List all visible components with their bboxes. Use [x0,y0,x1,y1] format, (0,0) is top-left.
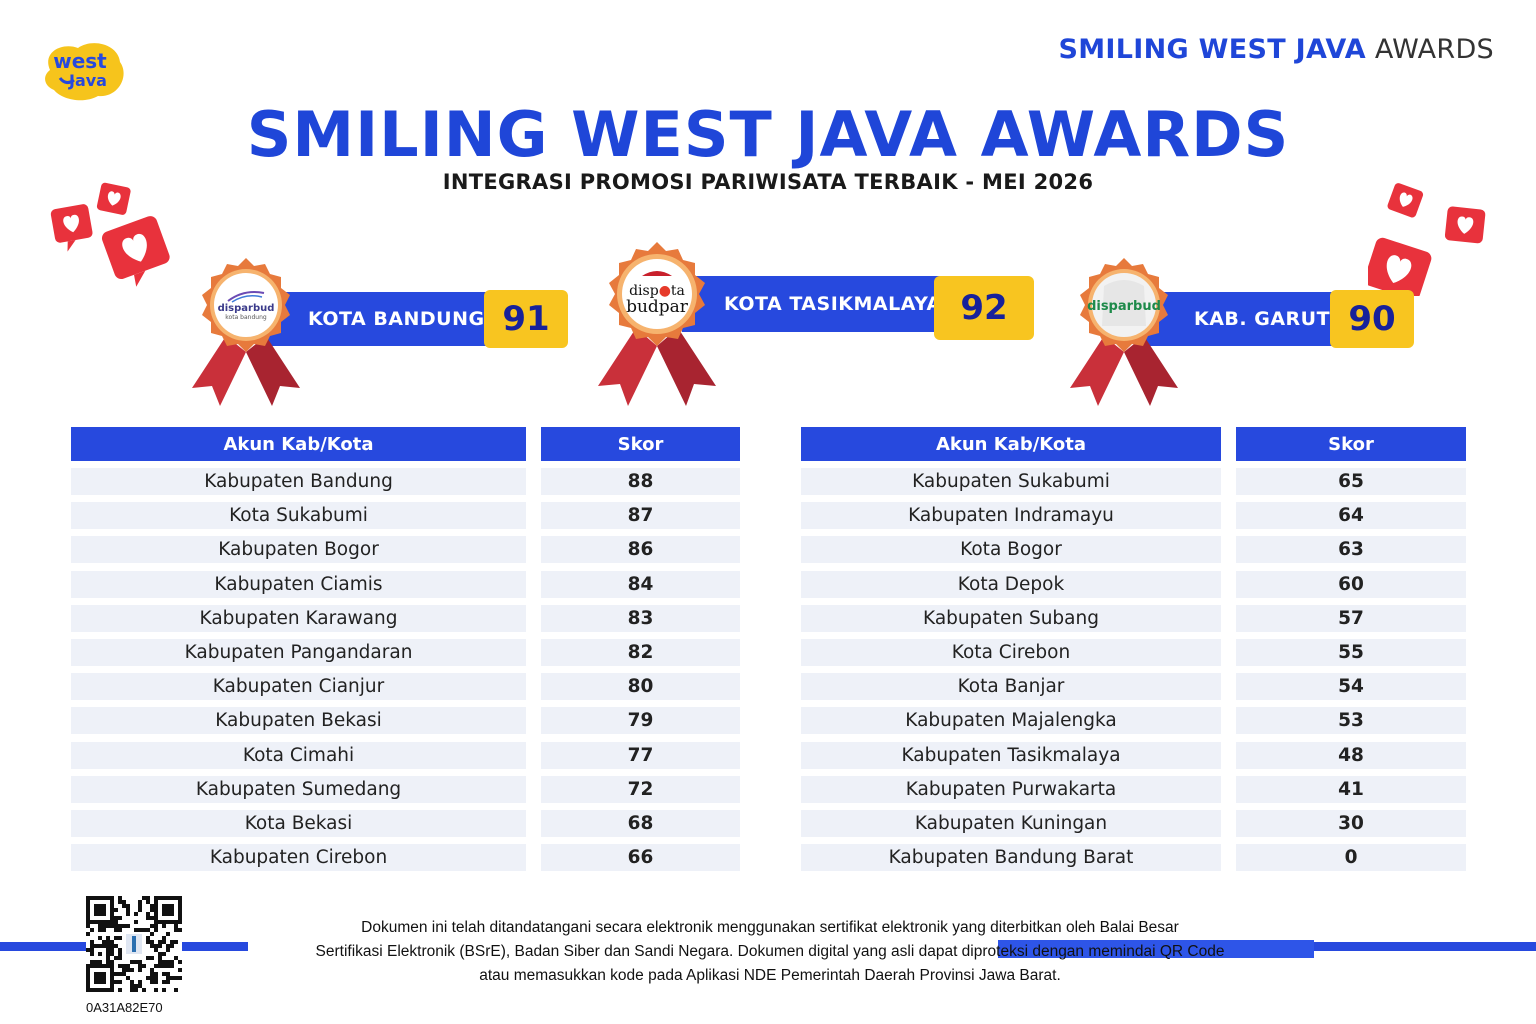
medal-ribbon-icon [598,242,716,406]
table-row-name: Kabupaten Sukabumi [801,468,1221,495]
award-winner-3: KAB. GARUT 90 disparbud [1064,256,1424,416]
table-row-score: 57 [1236,604,1466,632]
table-row-name: Kabupaten Cirebon [71,844,526,872]
table-row-name: Kota Cirebon [801,639,1221,666]
notice-line-2: Sertifikasi Elektronik (BSrE), Badan Sib… [315,943,1225,960]
award-winner-1: KOTA BANDUNG 91 disparbud kota bandung [186,256,576,416]
table-row-name: Kabupaten Ciamis [71,570,526,598]
table-row-name: Kabupaten Tasikmalaya [801,741,1221,769]
table-row-name: Kabupaten Bandung Barat [801,844,1221,872]
winner-score: 90 [1330,290,1414,348]
table-row-score: 53 [1236,707,1466,735]
table-row-name: Kota Bekasi [71,810,526,837]
heart-notification-icon [1368,183,1486,296]
column-header-account: Akun Kab/Kota [71,427,526,461]
winner-score: 91 [484,290,568,348]
table-row-score: 80 [541,673,740,701]
winner-score: 92 [934,276,1034,340]
table-row-score: 0 [1236,844,1466,872]
award-winner-2: KOTA TASIKMALAYA 92 disp●ta budpar [592,240,1042,415]
table-row-score: 66 [541,844,740,872]
column-header-account: Akun Kab/Kota [801,427,1221,461]
logo-text-java: Java [68,71,107,90]
award-banner: KOTA TASIKMALAYA [682,276,942,332]
logo-text-west: west [53,49,107,73]
table-row-name: Kota Sukabumi [71,502,526,530]
brand-bold: SMILING WEST JAVA [1058,34,1366,65]
table-row-name: Kabupaten Subang [801,604,1221,632]
winner-logo-text-3: budpar [626,297,688,317]
winner-logo: disparbud kota bandung [214,280,278,330]
table-row-name: Kota Banjar [801,673,1221,701]
table-row-name: Kabupaten Pangandaran [71,639,526,666]
table-row-name: Kabupaten Cianjur [71,673,526,701]
table-row-name: Kabupaten Majalengka [801,707,1221,735]
table-row-name: Kabupaten Kuningan [801,810,1221,837]
winner-logo-text-2: ta [670,283,685,299]
table-row-name: Kabupaten Sumedang [71,775,526,803]
table-row-score: 72 [541,775,740,803]
award-banner: KAB. GARUT [1134,292,1344,346]
footer-divider-right [1312,942,1536,951]
table-row-score: 83 [541,604,740,632]
table-row-score: 65 [1236,468,1466,495]
page-title: SMILING WEST JAVA AWARDS [246,98,1290,171]
west-java-logo-icon: west Java [45,43,124,101]
table-row-name: Kota Depok [801,570,1221,598]
winner-name: KOTA TASIKMALAYA [724,293,942,315]
document-code: 0A31A82E70 [86,1000,163,1015]
table-row-score: 77 [541,741,740,769]
notice-line-1: Dokumen ini telah ditandatangani secara … [361,919,1179,936]
winner-logo-sub: kota bandung [225,314,267,321]
award-banner: KOTA BANDUNG [256,292,496,346]
table-row-score: 88 [541,468,740,495]
table-row-score: 79 [541,707,740,735]
table-row-score: 63 [1236,536,1466,564]
table-row-name: Kota Bogor [801,536,1221,564]
table-row-name: Kabupaten Karawang [71,604,526,632]
footer-highlight [998,940,1314,958]
logo-swoosh-icon [227,291,265,303]
table-row-score: 48 [1236,741,1466,769]
table-row-score: 64 [1236,502,1466,530]
brand-light: AWARDS [1374,34,1494,65]
table-row-score: 87 [541,502,740,530]
table-row-name: Kabupaten Bogor [71,536,526,564]
winner-logo: disparbud [1084,294,1164,318]
table-row-name: Kota Cimahi [71,741,526,769]
winner-logo-text: disp [629,283,659,299]
table-row-name: Kabupaten Bandung [71,468,526,495]
table-row-score: 68 [541,810,740,837]
notice-line-3: atau memasukkan kode pada Aplikasi NDE P… [479,967,1061,984]
ranking-table-right: Akun Kab/Kota Skor Kabupaten Sukabumi 65 K… [801,427,1466,875]
table-row-score: 55 [1236,639,1466,666]
medal-ribbon-icon [1070,258,1178,406]
heart-notification-icon [50,182,170,287]
table-row-name: Kabupaten Indramayu [801,502,1221,530]
winner-logo: disp●ta budpar [626,283,688,317]
column-header-score: Skor [541,427,740,461]
e-signature-notice: Dokumen ini telah ditandatangani secara … [250,916,1290,988]
medal-ribbon-icon [192,258,300,406]
table-row-score: 84 [541,570,740,598]
winner-logo-text: disparbud [217,303,275,314]
brand-header: SMILING WEST JAVA AWARDS [1058,34,1494,65]
winner-name: KAB. GARUT [1194,308,1331,330]
winner-name: KOTA BANDUNG [308,308,485,330]
table-row-name: Kabupaten Bekasi [71,707,526,735]
table-row-score: 82 [541,639,740,666]
column-header-score: Skor [1236,427,1466,461]
qr-code-icon[interactable] [86,896,182,992]
table-row-score: 30 [1236,810,1466,837]
table-row-score: 60 [1236,570,1466,598]
table-row-score: 86 [541,536,740,564]
winner-logo-text: disparbud [1087,298,1161,314]
page-subtitle: INTEGRASI PROMOSI PARIWISATA TERBAIK - M… [442,170,1094,194]
table-row-name: Kabupaten Purwakarta [801,775,1221,803]
table-row-score: 54 [1236,673,1466,701]
ranking-table-left: Akun Kab/Kota Skor Kabupaten Bandung 88 Ko… [71,427,740,875]
table-row-score: 41 [1236,775,1466,803]
